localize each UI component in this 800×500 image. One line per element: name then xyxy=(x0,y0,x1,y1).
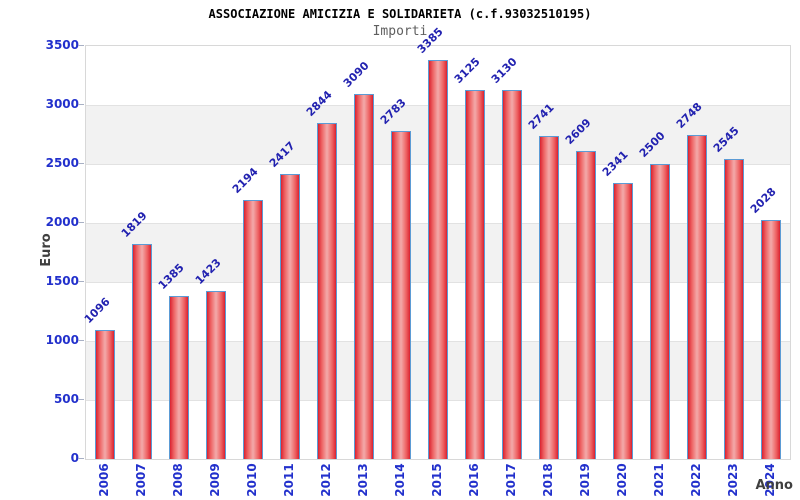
x-tick-label: 2023 xyxy=(726,463,741,497)
x-tick-label: 2014 xyxy=(392,463,407,497)
x-tick-label: 2017 xyxy=(504,463,519,497)
y-tick-label: 2000 xyxy=(45,215,79,229)
chart-title: ASSOCIAZIONE AMICIZIA E SOLIDARIETA (c.f… xyxy=(208,7,592,21)
y-tick-mark xyxy=(78,222,84,223)
bar xyxy=(168,295,189,459)
bar xyxy=(279,173,300,459)
bar xyxy=(428,59,448,459)
plot-area: 1096 1819 1385 1423 2194 2417 2844 3090 2783 3385… xyxy=(81,25,791,460)
y-tick-label: 500 xyxy=(53,392,79,406)
y-tick-label: 0 xyxy=(70,451,79,465)
bar xyxy=(576,151,597,459)
y-tick-mark xyxy=(78,340,84,341)
x-tick-label: 2010 xyxy=(244,463,259,497)
bar xyxy=(94,329,115,459)
x-tick-label: 2011 xyxy=(281,463,296,497)
x-tick-label: 2015 xyxy=(430,463,444,497)
x-tick-label: 2020 xyxy=(615,463,630,497)
bar xyxy=(724,158,745,459)
y-tick-mark xyxy=(78,45,84,46)
bar xyxy=(131,244,152,459)
x-tick-label: 2021 xyxy=(652,463,667,497)
x-tick-label: 2018 xyxy=(541,463,556,497)
x-tick-label: 2007 xyxy=(133,463,148,497)
y-tick-mark xyxy=(78,281,84,282)
bar xyxy=(316,123,337,459)
bar xyxy=(613,182,634,459)
x-tick-label: 2013 xyxy=(355,463,370,497)
x-tick-label: 2016 xyxy=(467,463,482,497)
y-tick-mark xyxy=(78,104,84,105)
y-tick-label: 3000 xyxy=(45,97,79,111)
bar xyxy=(465,90,486,459)
y-tick-label: 2500 xyxy=(45,156,79,170)
bar xyxy=(539,135,560,459)
bar xyxy=(650,164,671,459)
x-axis-title: Anno xyxy=(755,478,793,493)
chart-subtitle: Importi xyxy=(372,24,428,39)
x-tick-label: 2006 xyxy=(96,463,111,497)
y-tick-label: 1000 xyxy=(45,333,79,347)
x-tick-label: 2009 xyxy=(207,463,222,497)
bar xyxy=(687,134,708,459)
bar xyxy=(205,291,226,459)
bar xyxy=(390,130,411,459)
y-tick-mark xyxy=(78,399,84,400)
bar xyxy=(353,94,374,459)
y-axis-title: Euro xyxy=(39,233,54,267)
y-tick-mark xyxy=(78,458,84,459)
x-tick-label: 2019 xyxy=(578,463,593,497)
bar xyxy=(761,219,782,459)
x-tick-label: 2012 xyxy=(318,463,333,497)
y-tick-label: 3500 xyxy=(45,38,79,52)
x-tick-label: 2022 xyxy=(689,463,704,497)
bar xyxy=(242,200,263,459)
y-tick-mark xyxy=(78,163,84,164)
x-tick-label: 2008 xyxy=(170,463,185,497)
y-tick-label: 1500 xyxy=(45,274,79,288)
bar xyxy=(502,89,523,459)
